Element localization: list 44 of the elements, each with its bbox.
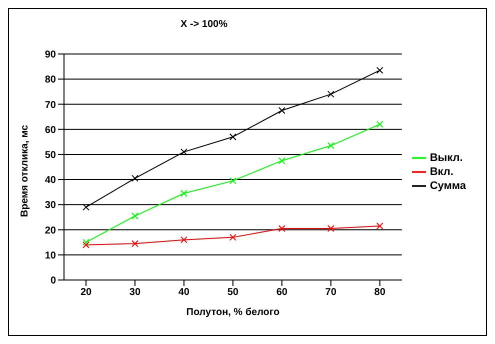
point [278, 225, 286, 232]
point [131, 240, 138, 248]
y-tick-label: 70 [44, 100, 56, 111]
y-axis-title: Время отклика, мс [20, 124, 31, 217]
point [180, 148, 188, 156]
y-tick-label: 40 [44, 175, 56, 186]
point [82, 241, 90, 248]
y-tick-label: 20 [44, 225, 56, 236]
y-tick-label: 0 [50, 276, 56, 287]
point [131, 212, 138, 220]
y-tick-label: 10 [44, 250, 56, 262]
x-tick-label: 40 [178, 287, 190, 298]
x-axis-title: Полутон, % белого [186, 307, 280, 318]
chart-title: X -> 100% [180, 19, 228, 30]
legend-label: Сумма [430, 180, 466, 192]
x-tick-label: 50 [227, 287, 239, 298]
legend-label: Выкл. [430, 152, 463, 164]
y-tick-label: 80 [44, 74, 56, 86]
point [82, 238, 90, 246]
x-tick-label: 70 [325, 287, 337, 298]
point [327, 225, 334, 232]
point [229, 177, 236, 184]
legend-label: Вкл. [430, 166, 454, 178]
y-tick-label: 60 [44, 124, 56, 136]
point [376, 120, 384, 128]
x-tick-label: 80 [374, 287, 386, 298]
point [180, 190, 188, 197]
point [180, 236, 188, 244]
y-tick-label: 50 [44, 150, 56, 161]
point [376, 66, 384, 74]
x-tick-label: 30 [129, 287, 141, 298]
point [327, 142, 334, 150]
point [131, 174, 138, 182]
point [82, 204, 90, 211]
y-tick-label: 90 [44, 50, 56, 61]
point [278, 157, 286, 164]
point [229, 133, 236, 140]
point [327, 90, 334, 98]
point [376, 222, 384, 230]
y-tick-label: 30 [44, 200, 56, 212]
x-tick-label: 60 [276, 287, 288, 298]
point [229, 234, 236, 241]
point [278, 107, 286, 114]
x-tick-label: 20 [80, 287, 92, 298]
